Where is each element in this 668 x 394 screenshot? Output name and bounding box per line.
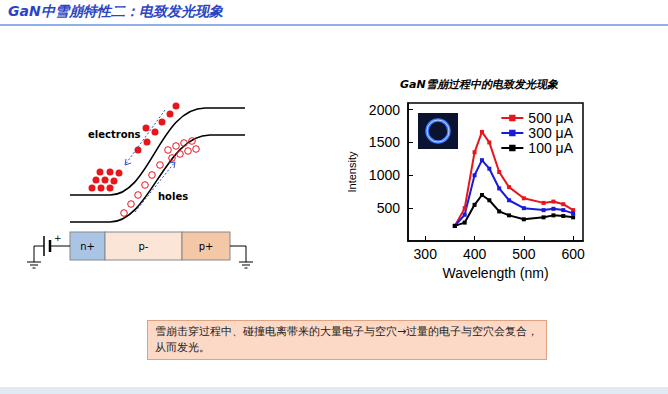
svg-text:p+: p+ <box>199 241 214 252</box>
svg-text:100 μA: 100 μA <box>528 140 573 156</box>
svg-text:1500: 1500 <box>369 134 400 150</box>
svg-text:electrons: electrons <box>88 129 141 140</box>
svg-text:500 μA: 500 μA <box>528 110 573 126</box>
svg-text:300: 300 <box>414 246 438 262</box>
svg-text:holes: holes <box>158 191 188 202</box>
svg-text:p-: p- <box>139 241 149 252</box>
svg-text:500: 500 <box>377 200 401 216</box>
html-text:雪崩击穿过程中、碰撞电离带来的大量电子与空穴→过量的电子与空: 雪崩击穿过程中、碰撞电离带来的大量电子与空穴→过量的电子与空穴会复合， <box>155 325 539 338</box>
html-text:从而发光。: 从而发光。 <box>155 341 210 354</box>
svg-text:n+: n+ <box>80 241 95 252</box>
svg-text:500: 500 <box>512 246 536 262</box>
svg-text:+: + <box>54 233 62 243</box>
svg-text:300 μA: 300 μA <box>528 125 573 141</box>
svg-text:Intensity: Intensity <box>346 151 358 192</box>
svg-text:GaN雪崩过程中的电致发光现象: GaN雪崩过程中的电致发光现象 <box>400 78 559 91</box>
svg-text:400: 400 <box>463 246 487 262</box>
svg-text:600: 600 <box>561 246 585 262</box>
svg-text:Wavelength (nm): Wavelength (nm) <box>442 265 548 281</box>
html-text:GaN中雪崩特性二：电致发光现象: GaN中雪崩特性二：电致发光现象 <box>8 3 223 19</box>
svg-text:1000: 1000 <box>369 167 400 183</box>
svg-text:2000: 2000 <box>369 102 400 118</box>
